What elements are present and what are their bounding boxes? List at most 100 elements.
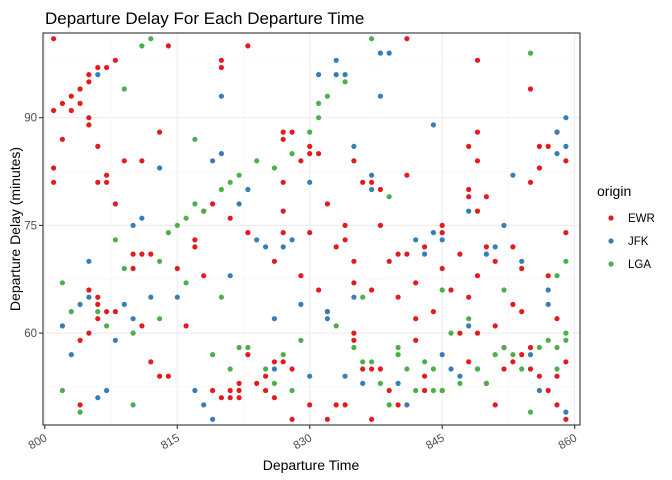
point-lga-9	[130, 402, 136, 408]
point-jfk-35	[324, 316, 330, 322]
x-tick-label-0: 800	[27, 432, 50, 452]
point-jfk-15	[174, 294, 180, 300]
point-jfk-41	[351, 143, 357, 149]
point-ewr-54	[227, 215, 233, 221]
point-ewr-79	[298, 273, 304, 279]
point-jfk-45	[369, 172, 375, 178]
point-jfk-8	[112, 337, 118, 343]
point-ewr-66	[271, 258, 277, 264]
point-jfk-60	[466, 208, 472, 214]
point-ewr-168	[554, 402, 560, 408]
legend-label-ewr: EWR	[628, 213, 655, 225]
point-ewr-148	[501, 366, 507, 372]
point-ewr-81	[307, 143, 313, 149]
point-ewr-13	[86, 72, 92, 78]
point-ewr-43	[174, 265, 180, 272]
point-lga-19	[192, 136, 198, 142]
point-ewr-123	[439, 230, 445, 236]
point-ewr-69	[280, 129, 286, 135]
axis-ticks: 800 815 830 845 860 60 75 90	[24, 113, 579, 452]
point-ewr-109	[386, 387, 392, 394]
point-ewr-133	[466, 294, 472, 300]
point-jfk-16	[192, 387, 198, 394]
point-ewr-1	[51, 107, 57, 114]
point-lga-69	[510, 352, 516, 358]
point-lga-13	[157, 316, 163, 322]
point-lga-46	[360, 359, 366, 365]
point-ewr-146	[492, 402, 498, 408]
legend-title: origin	[597, 183, 631, 199]
point-ewr-22	[95, 301, 101, 307]
point-ewr-31	[121, 158, 127, 164]
point-jfk-52	[422, 251, 428, 257]
point-lga-61	[448, 330, 454, 336]
point-jfk-20	[218, 93, 224, 99]
point-jfk-10	[130, 222, 136, 228]
point-lga-67	[501, 344, 507, 351]
point-ewr-144	[492, 258, 498, 264]
point-lga-37	[298, 337, 304, 343]
point-ewr-3	[51, 179, 57, 185]
point-lga-30	[254, 158, 260, 164]
plot-panel-border	[42, 32, 581, 426]
x-tick-label-1: 815	[159, 432, 182, 452]
point-jfk-56	[439, 352, 445, 358]
point-ewr-155	[527, 86, 534, 92]
point-ewr-95	[351, 258, 357, 264]
point-jfk-32	[307, 179, 313, 185]
point-lga-51	[386, 402, 392, 408]
point-lga-33	[271, 380, 277, 386]
point-lga-50	[386, 194, 392, 200]
point-ewr-20	[95, 179, 101, 185]
point-ewr-76	[289, 366, 295, 372]
point-ewr-164	[545, 387, 551, 394]
point-lga-58	[430, 366, 436, 372]
point-jfk-27	[271, 366, 277, 372]
legend-label-jfk: JFK	[628, 236, 649, 248]
point-lga-17	[183, 215, 189, 221]
point-ewr-101	[369, 179, 375, 185]
point-ewr-107	[377, 366, 383, 372]
point-ewr-150	[510, 301, 516, 307]
point-ewr-112	[395, 402, 401, 408]
point-ewr-29	[112, 201, 118, 207]
point-ewr-172	[563, 416, 569, 422]
point-jfk-46	[377, 93, 383, 99]
point-ewr-111	[395, 294, 401, 300]
point-ewr-108	[386, 258, 392, 264]
point-lga-8	[121, 265, 127, 272]
point-ewr-78	[298, 158, 304, 164]
point-ewr-121	[422, 387, 428, 394]
legend-key-lga	[608, 261, 614, 267]
point-ewr-44	[183, 323, 189, 329]
point-ewr-120	[422, 373, 428, 379]
point-jfk-49	[395, 380, 401, 386]
point-lga-49	[377, 380, 383, 386]
point-jfk-69	[545, 287, 551, 293]
point-jfk-7	[104, 387, 110, 394]
point-ewr-80	[307, 151, 313, 157]
point-lga-74	[545, 337, 551, 343]
point-lga-59	[439, 387, 445, 394]
point-lga-55	[413, 387, 419, 394]
point-ewr-5	[59, 136, 65, 142]
point-ewr-51	[218, 57, 224, 63]
point-ewr-140	[474, 330, 481, 336]
point-ewr-90	[333, 402, 339, 408]
point-ewr-116	[413, 280, 419, 286]
point-jfk-25	[254, 237, 260, 243]
point-lga-76	[554, 366, 560, 372]
point-ewr-98	[351, 337, 357, 343]
point-lga-79	[563, 330, 569, 336]
point-lga-47	[369, 36, 375, 42]
point-ewr-88	[324, 416, 330, 422]
point-jfk-47	[377, 50, 383, 56]
point-jfk-31	[298, 301, 304, 307]
point-ewr-151	[510, 359, 516, 365]
grid-lines	[43, 33, 580, 425]
point-ewr-55	[227, 387, 233, 394]
point-ewr-12	[86, 79, 92, 85]
point-ewr-161	[536, 373, 543, 379]
point-lga-39	[316, 115, 322, 121]
point-lga-32	[271, 165, 277, 171]
